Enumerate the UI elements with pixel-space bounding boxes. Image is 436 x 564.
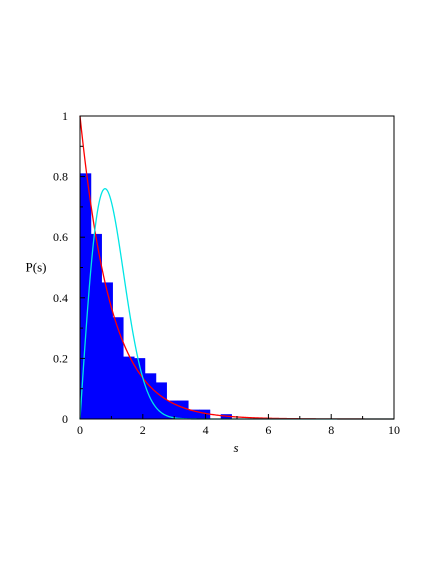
histogram-bar: [144, 373, 157, 420]
x-tick-label: 2: [140, 423, 146, 437]
histogram-bar: [112, 317, 124, 420]
x-axis-ticks: 0 2 4 6 8 10: [77, 414, 400, 437]
x-axis-label: s: [233, 440, 238, 455]
y-axis-label: P(s): [26, 260, 47, 275]
x-tick-label: 0: [77, 423, 83, 437]
histogram-bar: [155, 382, 167, 420]
y-tick-label: 0: [62, 412, 68, 426]
y-tick-label: 1: [62, 109, 68, 123]
x-tick-label: 4: [203, 423, 209, 437]
x-tick-label: 10: [388, 423, 400, 437]
y-tick-label: 0.4: [53, 291, 68, 305]
x-tick-label: 8: [328, 423, 334, 437]
y-tick-label: 0.8: [53, 170, 68, 184]
histogram-bar: [177, 400, 189, 420]
y-tick-label: 0.2: [53, 351, 68, 365]
histogram-bar: [123, 356, 135, 420]
histogram-bar: [101, 282, 113, 420]
histogram-bar: [79, 173, 92, 420]
x-tick-label: 6: [265, 423, 271, 437]
y-axis-ticks: 0 0.2 0.4 0.6 0.8 1: [53, 109, 85, 426]
histogram-bars: [79, 173, 232, 420]
y-tick-label: 0.6: [53, 230, 68, 244]
